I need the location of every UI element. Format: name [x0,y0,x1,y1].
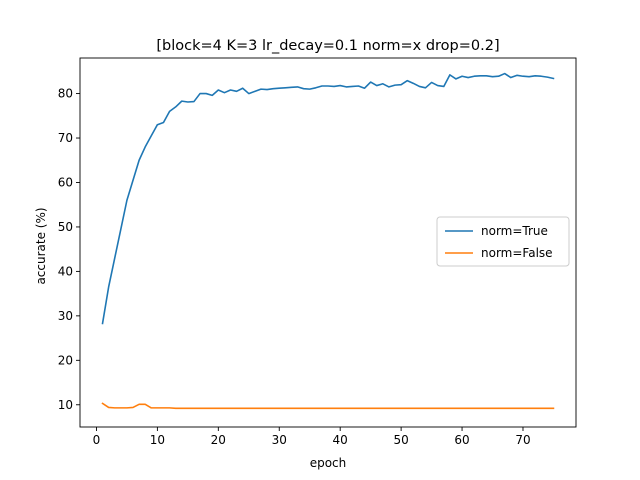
series-line-norm-true [101,72,555,325]
y-tick-label: 20 [58,353,73,367]
x-tick-label: 70 [515,433,530,447]
plot-area [101,72,555,410]
x-tick-label: 0 [93,433,101,447]
legend-label: norm=True [481,224,548,238]
plot-frame [79,57,577,428]
y-tick-label: 50 [58,220,73,234]
y-tick-label: 80 [58,87,73,101]
y-tick-label: 60 [58,175,73,189]
y-tick-label: 30 [58,309,73,323]
chart-title: [block=4 K=3 lr_decay=0.1 norm=x drop=0.… [156,38,499,54]
y-tick-label: 10 [58,398,73,412]
x-tick-label: 20 [211,433,226,447]
legend: norm=True norm=False [436,216,570,267]
x-tick-label: 40 [333,433,348,447]
x-tick-label: 60 [454,433,469,447]
x-tick-label: 30 [272,433,287,447]
x-tick-label: 10 [150,433,165,447]
legend-label: norm=False [481,246,553,260]
series-line-norm-false [101,402,555,410]
axes: 0 10 20 30 40 50 60 70 10 20 30 40 50 60 70 80 [58,57,577,447]
x-axis-label: epoch [310,456,347,470]
y-axis-label: accurate (%) [34,207,48,284]
x-tick-label: 50 [393,433,408,447]
y-tick-label: 40 [58,264,73,278]
y-tick-label: 70 [58,131,73,145]
